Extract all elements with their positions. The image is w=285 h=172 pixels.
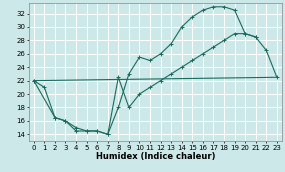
X-axis label: Humidex (Indice chaleur): Humidex (Indice chaleur) [95, 152, 215, 161]
